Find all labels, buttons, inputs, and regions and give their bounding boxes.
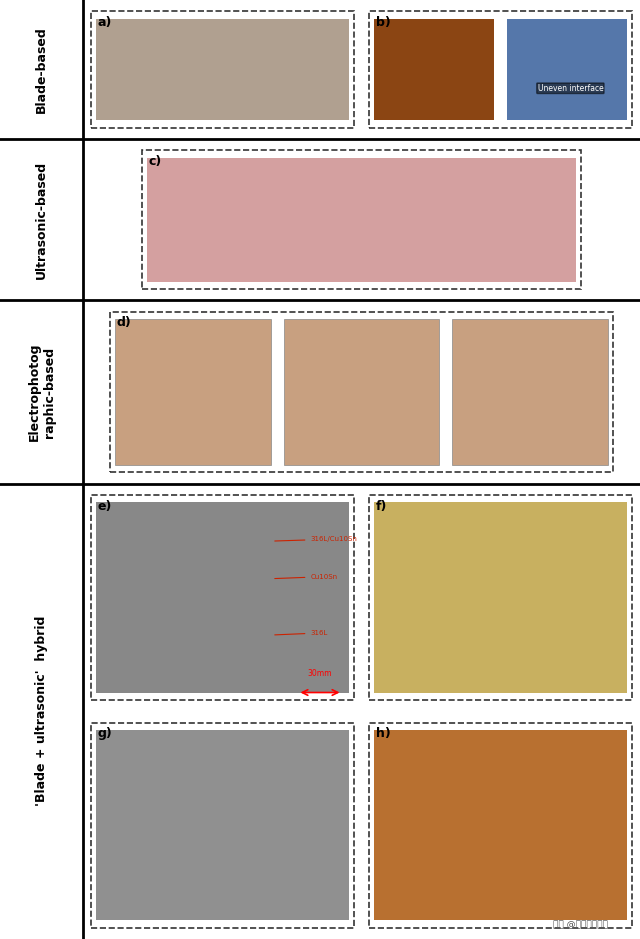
Text: Electrophotog
raphic-based: Electrophotog raphic-based	[28, 343, 56, 441]
FancyBboxPatch shape	[374, 731, 627, 920]
FancyBboxPatch shape	[96, 502, 349, 693]
Text: c): c)	[148, 155, 162, 168]
Text: 'Blade + ultrasonic'  hybrid: 'Blade + ultrasonic' hybrid	[35, 616, 48, 807]
Text: f): f)	[376, 500, 387, 513]
Text: Ultrasonic-based: Ultrasonic-based	[35, 161, 48, 279]
FancyBboxPatch shape	[452, 319, 608, 465]
Text: 316L: 316L	[275, 630, 328, 636]
Text: b): b)	[376, 16, 390, 29]
Text: d): d)	[116, 316, 131, 330]
Text: Blade-based: Blade-based	[35, 26, 48, 113]
FancyBboxPatch shape	[374, 19, 494, 120]
Text: Uneven interface: Uneven interface	[538, 84, 604, 93]
Text: 30mm: 30mm	[308, 670, 332, 678]
Text: Cu10Sn: Cu10Sn	[275, 574, 337, 579]
FancyBboxPatch shape	[507, 19, 627, 120]
Text: 316L/Cu10Sn: 316L/Cu10Sn	[275, 536, 357, 542]
Text: 头条 @江苏激光联盟: 头条 @江苏激光联盟	[553, 920, 608, 930]
FancyBboxPatch shape	[115, 319, 271, 465]
Text: a): a)	[97, 16, 111, 29]
FancyBboxPatch shape	[284, 319, 440, 465]
FancyBboxPatch shape	[96, 19, 349, 120]
Text: e): e)	[97, 500, 111, 513]
FancyBboxPatch shape	[147, 158, 576, 282]
Text: g): g)	[97, 727, 112, 740]
FancyBboxPatch shape	[96, 731, 349, 920]
FancyBboxPatch shape	[374, 502, 627, 693]
Text: h): h)	[376, 727, 390, 740]
